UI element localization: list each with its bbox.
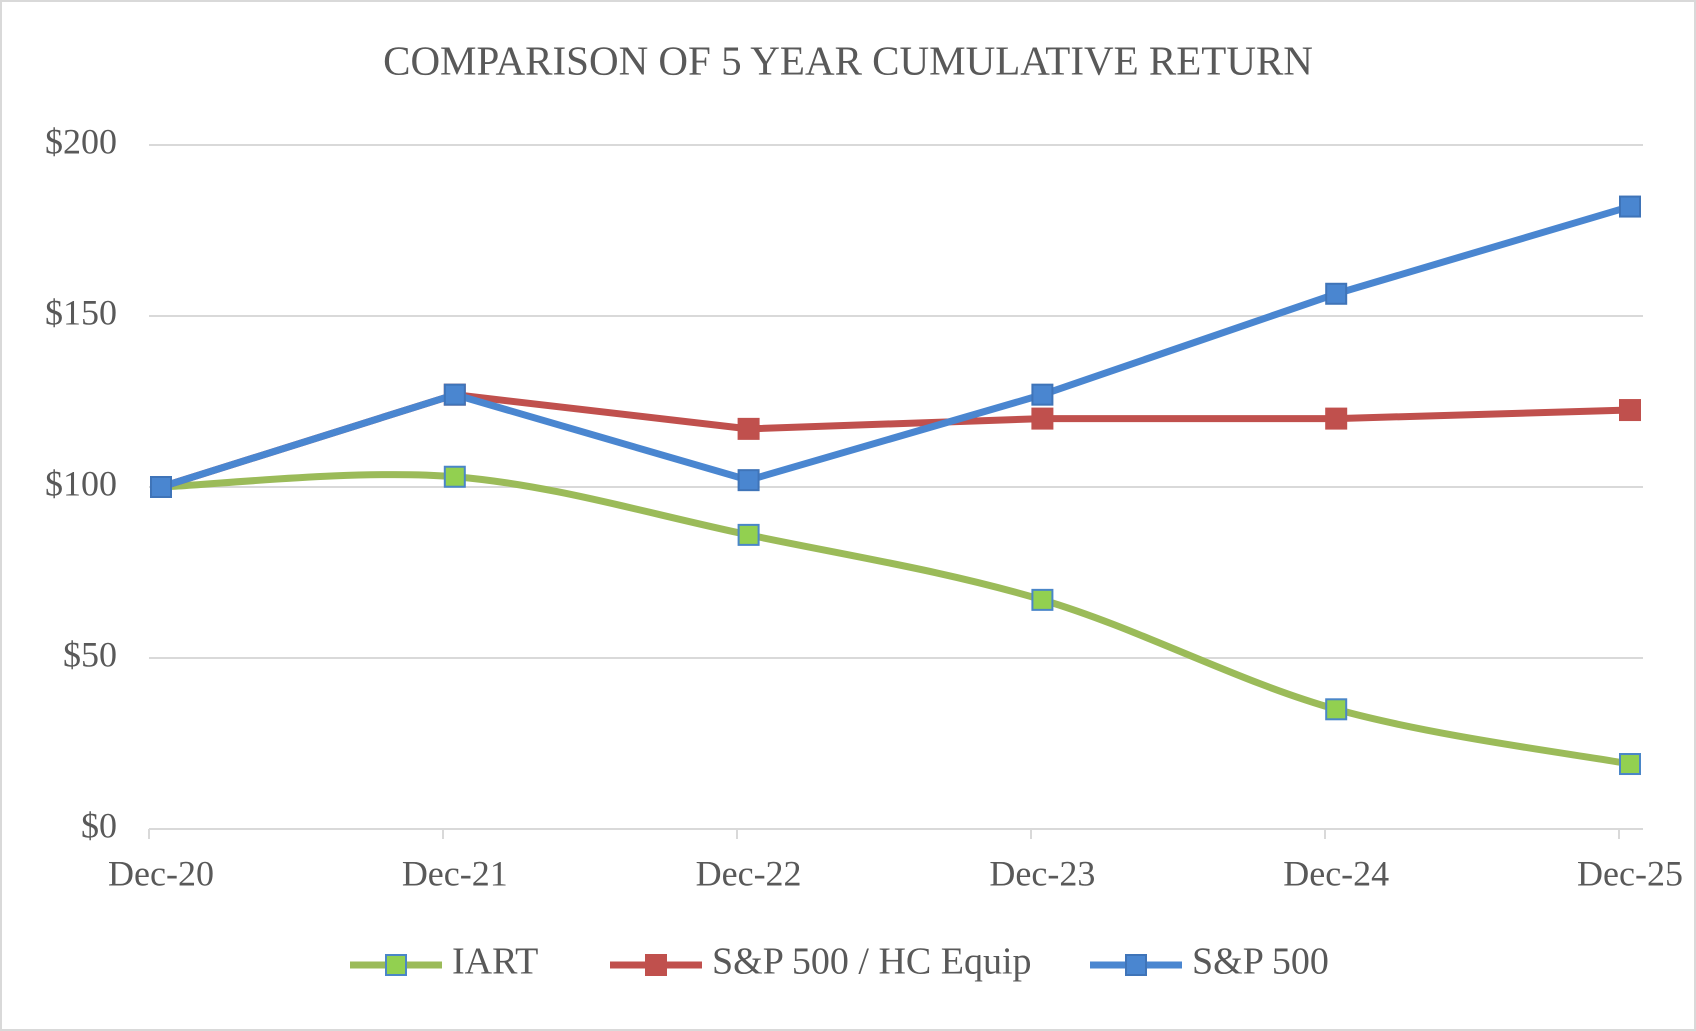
x-tick-label: Dec-24: [1283, 853, 1389, 893]
x-tick-label: Dec-23: [989, 853, 1095, 893]
marker: [1031, 383, 1054, 406]
legend-marker: [645, 954, 667, 976]
legend-label: IART: [452, 941, 538, 983]
marker: [1619, 753, 1641, 776]
marker: [737, 523, 760, 546]
x-tick-label: Dec-21: [402, 853, 508, 893]
marker: [1325, 407, 1348, 430]
x-tick-label: Dec-25: [1577, 853, 1683, 893]
marker: [150, 476, 172, 498]
y-tick-label: $0: [81, 805, 117, 845]
series-line: [159, 203, 1631, 491]
legend-marker: [385, 954, 407, 976]
x-tick-label: Dec-22: [696, 853, 802, 893]
marker: [1325, 282, 1348, 305]
marker: [1325, 698, 1348, 721]
marker: [1031, 407, 1054, 430]
marker: [443, 383, 466, 406]
chart-title: COMPARISON OF 5 YEAR CUMULATIVE RETURN: [383, 37, 1313, 83]
y-tick-label: $150: [45, 292, 117, 332]
marker: [737, 417, 760, 440]
marker: [1619, 195, 1641, 218]
marker: [1031, 588, 1054, 611]
marker: [737, 469, 760, 492]
legend-label: S&P 500: [1192, 941, 1329, 983]
y-tick-label: $50: [63, 634, 117, 674]
marker: [443, 465, 466, 488]
x-tick-label: Dec-20: [108, 853, 214, 893]
series-line: [160, 471, 1631, 768]
y-tick-label: $200: [45, 121, 117, 161]
legend-label: S&P 500 / HC Equip: [712, 941, 1032, 983]
marker: [1619, 399, 1641, 422]
y-tick-label: $100: [45, 463, 117, 503]
legend-marker: [1125, 954, 1147, 976]
